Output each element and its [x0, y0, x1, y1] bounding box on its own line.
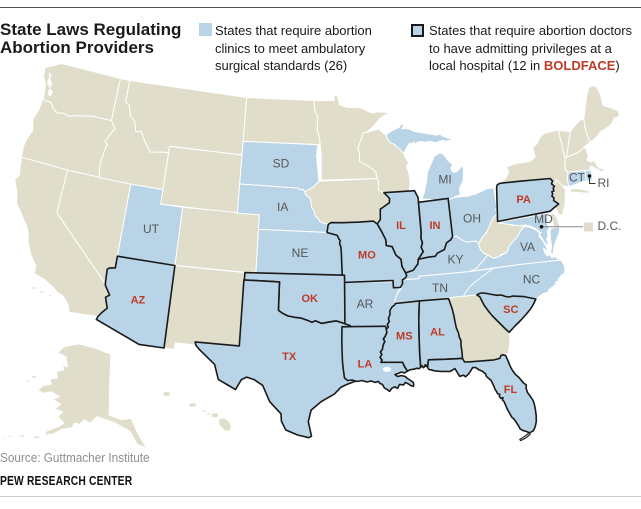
svg-text:MS: MS — [396, 330, 413, 342]
svg-text:NE: NE — [292, 246, 309, 260]
svg-text:AL: AL — [430, 327, 445, 339]
svg-text:VA: VA — [520, 240, 535, 254]
svg-text:MO: MO — [358, 250, 376, 262]
svg-text:D.C.: D.C. — [598, 219, 622, 233]
svg-text:PA: PA — [516, 194, 531, 206]
svg-text:FL: FL — [504, 384, 518, 396]
svg-text:IL: IL — [396, 220, 406, 232]
svg-text:RI: RI — [598, 176, 610, 190]
svg-text:UT: UT — [143, 222, 160, 236]
svg-text:TX: TX — [282, 351, 297, 363]
svg-text:MI: MI — [438, 173, 451, 187]
svg-text:AZ: AZ — [131, 294, 146, 306]
svg-text:SC: SC — [503, 304, 518, 316]
svg-text:KY: KY — [447, 253, 463, 267]
svg-text:IA: IA — [277, 200, 288, 214]
svg-text:IN: IN — [430, 220, 441, 232]
svg-text:NC: NC — [523, 273, 541, 287]
svg-text:OH: OH — [463, 211, 481, 225]
svg-text:CT: CT — [569, 171, 586, 185]
svg-text:LA: LA — [358, 359, 373, 371]
svg-text:OK: OK — [301, 293, 318, 305]
svg-text:SD: SD — [273, 157, 290, 171]
svg-text:MD: MD — [534, 212, 553, 226]
svg-text:TN: TN — [432, 281, 448, 295]
svg-text:AR: AR — [357, 297, 374, 311]
